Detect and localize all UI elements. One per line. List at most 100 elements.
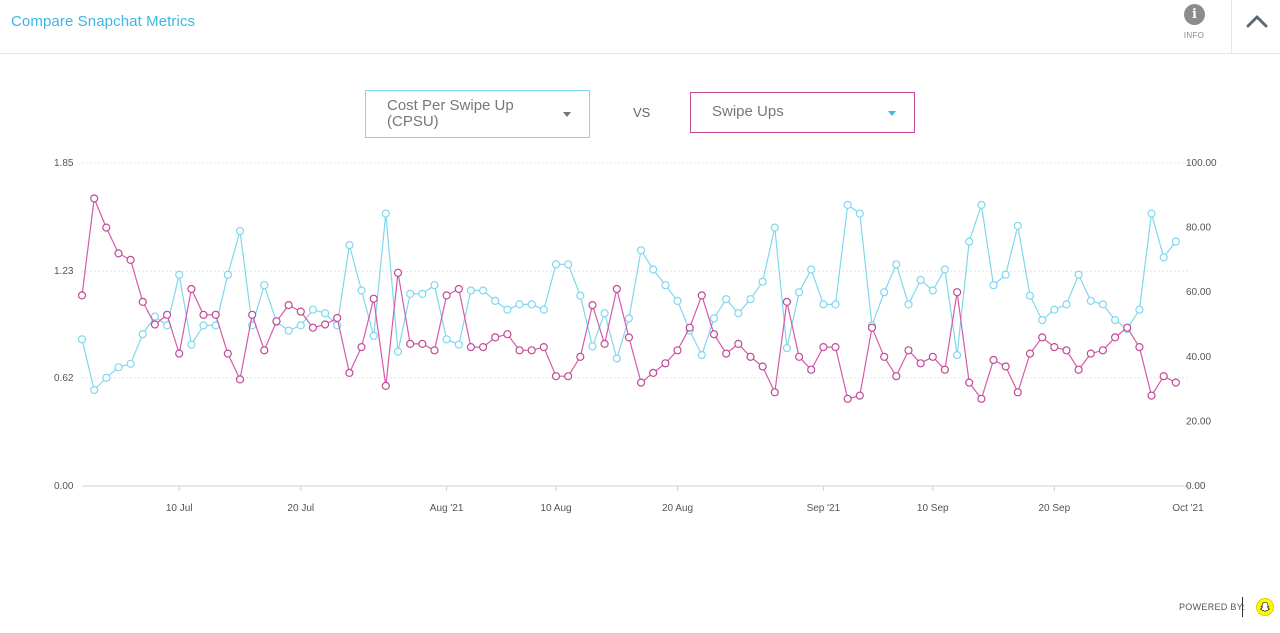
data-point: [758, 362, 767, 371]
data-point: [1147, 391, 1156, 400]
data-point: [527, 346, 536, 355]
data-point: [199, 310, 208, 319]
data-point: [77, 335, 87, 344]
data-point: [722, 349, 731, 358]
footer-divider: [1242, 597, 1243, 617]
right-axis-tick-label: 0.00: [1186, 481, 1206, 492]
data-point: [649, 368, 658, 377]
collapse-button[interactable]: [1231, 0, 1280, 53]
data-point: [794, 352, 804, 361]
data-point: [1025, 349, 1035, 358]
data-point: [746, 295, 755, 304]
data-point: [150, 312, 159, 321]
data-point: [576, 352, 585, 361]
data-point: [916, 275, 925, 285]
data-point: [1110, 333, 1120, 342]
data-point: [454, 340, 463, 349]
data-point: [758, 277, 767, 286]
data-point: [612, 354, 621, 363]
data-point: [843, 200, 852, 210]
data-point: [1074, 270, 1083, 279]
data-point: [855, 391, 864, 400]
data-point: [223, 270, 232, 279]
data-point: [284, 326, 293, 335]
data-point: [199, 321, 208, 330]
info-button[interactable]: i INFO: [1174, 3, 1214, 45]
data-point: [892, 372, 901, 381]
right-metric-select[interactable]: Swipe Ups: [690, 92, 915, 133]
data-point: [503, 330, 512, 339]
data-point: [1050, 305, 1059, 314]
data-point: [187, 284, 196, 294]
right-axis-tick-label: 100.00: [1186, 158, 1217, 169]
data-point: [1098, 346, 1108, 355]
data-point: [977, 200, 986, 210]
chart-series: [77, 194, 1180, 403]
data-point: [1098, 300, 1108, 309]
data-point: [636, 378, 646, 387]
data-point: [406, 289, 415, 298]
data-point: [940, 265, 950, 274]
data-point: [90, 194, 99, 203]
data-point: [551, 372, 561, 381]
data-point: [479, 343, 488, 352]
data-point: [880, 352, 889, 361]
data-point: [296, 307, 305, 316]
data-point: [393, 268, 403, 277]
data-point: [624, 333, 634, 342]
data-point: [1062, 346, 1071, 355]
x-axis-tick-label: 20 Aug: [662, 503, 693, 514]
data-point: [1159, 372, 1168, 381]
data-point: [77, 291, 87, 300]
data-point: [503, 305, 512, 314]
data-point: [321, 320, 330, 329]
data-point: [1171, 378, 1180, 387]
comparison-chart: 0.00 0.62 1.23 1.85 0.00 20.00 40.00 60.00 80.0…: [54, 158, 1217, 514]
snapchat-logo-icon: [1256, 598, 1274, 616]
data-point: [126, 255, 135, 265]
data-point: [1038, 316, 1047, 325]
left-axis-tick-label: 0.62: [54, 373, 74, 384]
data-point: [831, 343, 840, 352]
data-point: [1135, 305, 1144, 314]
data-point: [138, 297, 147, 306]
data-point: [661, 281, 670, 290]
data-point: [1159, 253, 1168, 262]
x-axis-tick-label: 20 Jul: [287, 503, 314, 514]
left-metric-value: Cost Per Swipe Up (CPSU): [387, 97, 514, 130]
data-point: [454, 284, 463, 294]
data-point: [1086, 349, 1095, 358]
data-point: [430, 346, 439, 355]
left-metric-select[interactable]: Cost Per Swipe Up (CPSU): [365, 90, 590, 138]
data-point: [357, 343, 366, 352]
data-point: [588, 301, 597, 310]
data-point: [1013, 388, 1022, 397]
data-point: [965, 378, 974, 387]
data-point: [928, 352, 937, 361]
data-point: [697, 291, 706, 300]
data-point: [175, 270, 184, 279]
data-point: [114, 249, 123, 258]
data-point: [1001, 362, 1010, 371]
data-point: [1171, 237, 1180, 246]
data-point: [90, 385, 99, 395]
data-point: [175, 349, 184, 358]
widget-header: Compare Snapchat Metrics i INFO: [0, 0, 1280, 54]
data-point: [807, 365, 816, 374]
data-point: [770, 388, 779, 397]
data-point: [831, 300, 840, 309]
data-point: [430, 281, 439, 290]
data-point: [114, 363, 123, 372]
data-point: [564, 372, 573, 381]
data-point: [612, 284, 621, 294]
data-point: [491, 333, 500, 342]
data-point: [357, 286, 366, 295]
data-point: [393, 347, 403, 356]
data-point: [564, 260, 573, 269]
data-point: [102, 223, 111, 232]
data-point: [479, 286, 488, 295]
data-point: [770, 223, 779, 232]
data-point: [248, 310, 257, 319]
data-point: [515, 300, 524, 309]
data-point: [150, 320, 159, 329]
